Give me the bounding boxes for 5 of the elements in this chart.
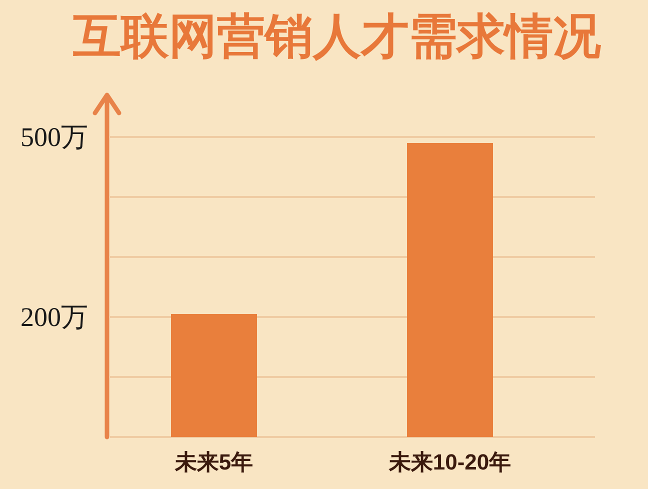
y-tick-label: 200万 xyxy=(20,302,88,332)
chart-title: 互联网营销人才需求情况 xyxy=(72,10,601,64)
x-tick-label: 未来10-20年 xyxy=(388,450,512,474)
y-tick-label: 500万 xyxy=(20,122,88,152)
x-tick-label: 未来5年 xyxy=(174,450,254,474)
